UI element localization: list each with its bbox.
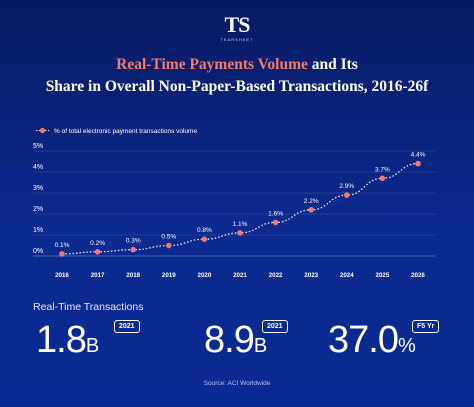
x-tick-label: 2021 bbox=[233, 272, 247, 279]
y-tick-label: 3% bbox=[33, 185, 43, 192]
data-point bbox=[201, 236, 208, 242]
data-label: 2.9% bbox=[339, 183, 354, 190]
data-point bbox=[308, 207, 315, 213]
data-point bbox=[237, 230, 243, 236]
data-point bbox=[415, 160, 421, 167]
y-tick-label: 0% bbox=[33, 248, 43, 255]
stat-2-number: 8.9 bbox=[204, 319, 255, 361]
x-tick-label: 2023 bbox=[304, 272, 318, 279]
data-point bbox=[344, 192, 350, 198]
x-tick-label: 2017 bbox=[91, 272, 105, 279]
stat-2-unit: B bbox=[253, 335, 268, 357]
source-note: Source: ACI Worldwide bbox=[203, 380, 271, 387]
y-tick-label: 4% bbox=[33, 164, 43, 171]
data-point bbox=[59, 251, 65, 257]
data-point bbox=[94, 249, 101, 255]
stats-section-label: Real-Time Transactions bbox=[33, 301, 144, 313]
stat-1-tag: 2021 bbox=[114, 320, 140, 333]
title-line-1: Real-Time Payments Volume and Its bbox=[0, 54, 474, 76]
data-point bbox=[166, 242, 172, 249]
x-tick-label: 2026 bbox=[411, 272, 425, 279]
data-label: 0.1% bbox=[55, 242, 70, 249]
data-label: 4.4% bbox=[411, 152, 426, 159]
y-tick-label: 1% bbox=[33, 227, 43, 234]
title-line-2: Share in Overall Non-Paper-Based Transac… bbox=[45, 78, 429, 95]
stat-3-number: 37.0 bbox=[328, 319, 399, 361]
stat-1-number: 1.8 bbox=[36, 319, 87, 361]
series-line bbox=[61, 163, 419, 255]
stat-3-tag: F5 Yr bbox=[412, 320, 440, 333]
stat-value-2: 8.9B bbox=[204, 318, 267, 368]
x-tick-label: 2018 bbox=[126, 272, 140, 279]
data-point bbox=[379, 175, 386, 182]
data-label: 1.1% bbox=[233, 221, 248, 228]
title-line-1-rest: and Its bbox=[307, 56, 358, 73]
legend-label: % of total electronic payment transactio… bbox=[54, 128, 197, 135]
data-label: 0.8% bbox=[197, 227, 212, 234]
x-tick-label: 2025 bbox=[376, 272, 390, 279]
data-point bbox=[272, 219, 279, 226]
data-label: 3.7% bbox=[375, 166, 390, 173]
chart-title: Real-Time Payments Volume and Its Share … bbox=[0, 54, 474, 98]
stat-1-unit: B bbox=[85, 335, 100, 357]
chart-area: 0% 1% 2% 3% 4% 5% % of total electronic paymen… bbox=[0, 116, 474, 291]
data-label: 1.6% bbox=[268, 210, 283, 217]
data-label: 0.3% bbox=[126, 238, 141, 245]
x-tick-label: 2024 bbox=[340, 272, 354, 279]
brand-logo: TS TEARSHEET bbox=[0, 12, 474, 43]
x-tick-label: 2020 bbox=[198, 272, 212, 279]
data-label: 2.2% bbox=[304, 198, 319, 205]
x-tick-label: 2016 bbox=[55, 272, 69, 279]
y-tick-label: 2% bbox=[33, 206, 43, 213]
stat-2-tag: 2021 bbox=[262, 320, 288, 333]
title-accent: Real-Time Payments Volume bbox=[116, 56, 308, 73]
stat-value-3: 37.0% bbox=[328, 318, 416, 368]
data-point bbox=[130, 246, 136, 253]
stat-value-1: 1.8B bbox=[36, 318, 99, 368]
y-tick-label: 5% bbox=[33, 143, 43, 150]
data-label: 0.2% bbox=[90, 240, 105, 247]
x-tick-label: 2019 bbox=[162, 272, 176, 279]
legend-marker bbox=[39, 127, 46, 134]
line-chart: 0% 1% 2% 3% 4% 5% % of total electronic paymen… bbox=[33, 127, 436, 279]
data-label: 0.5% bbox=[161, 234, 176, 241]
logo-mark: TS bbox=[224, 12, 251, 37]
logo-subtitle: TEARSHEET bbox=[220, 37, 254, 42]
x-tick-label: 2022 bbox=[269, 272, 283, 279]
stat-3-unit: % bbox=[397, 335, 416, 357]
